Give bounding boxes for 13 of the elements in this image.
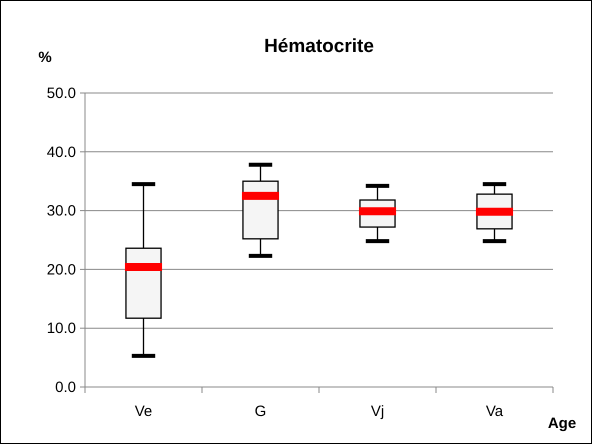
x-axis-title: Age (548, 415, 576, 432)
y-tick-label: 50.0 (46, 85, 76, 102)
y-tick-label: 30.0 (46, 202, 76, 220)
chart-title: Hématocrite (264, 36, 374, 57)
x-tick-label: Va (486, 403, 504, 420)
y-tick-label: 40.0 (46, 144, 76, 161)
x-tick-label: Vj (370, 403, 384, 420)
y-tick-label: 10.0 (46, 320, 76, 338)
x-tick-label: G (254, 403, 266, 420)
y-axis-title: % (38, 49, 52, 66)
x-tick-label: Ve (134, 403, 152, 420)
y-tick-label: 20.0 (46, 261, 76, 278)
y-tick-label: 0.0 (55, 379, 76, 396)
